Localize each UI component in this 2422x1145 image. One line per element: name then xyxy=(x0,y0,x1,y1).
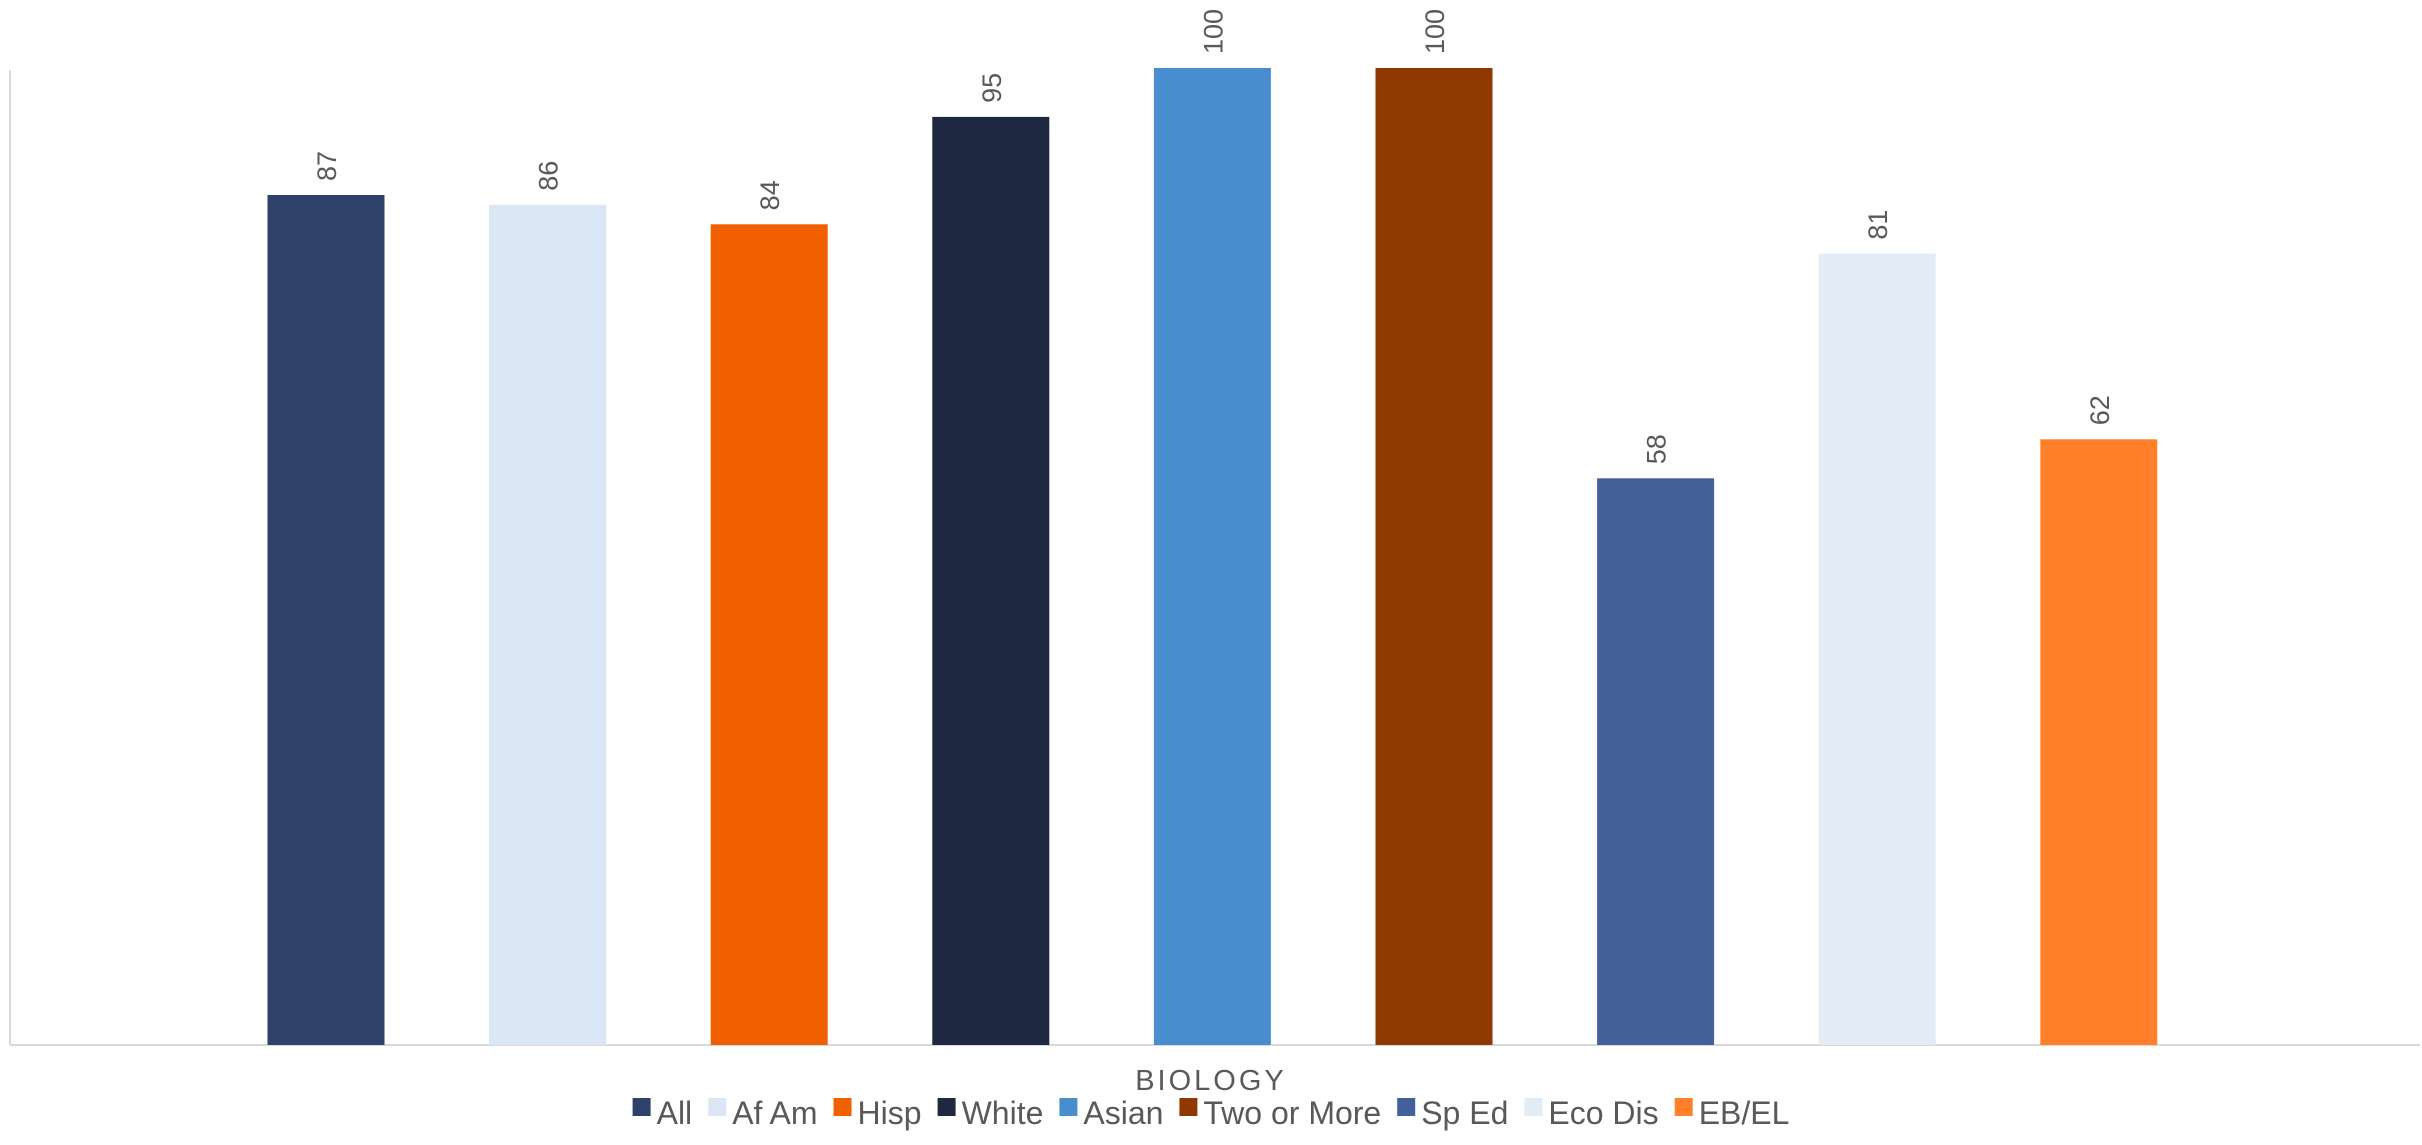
data-label-hisp: 84 xyxy=(755,180,785,210)
legend-swatch-eco-dis xyxy=(1524,1098,1543,1116)
data-label-white: 95 xyxy=(977,73,1007,103)
legend-item-af-am: Af Am xyxy=(708,1095,818,1131)
bar-all xyxy=(267,195,385,1045)
legend: All Af Am Hisp White Asian Two or More Sp Ed Ec… xyxy=(632,1095,1790,1131)
bar-asian xyxy=(1153,68,1271,1045)
legend-swatch-eb-el xyxy=(1674,1098,1693,1116)
legend-swatch-all xyxy=(632,1098,651,1116)
bar-eco-dis xyxy=(1818,253,1936,1046)
bar-eb-el xyxy=(2040,439,2158,1045)
legend-label-white: White xyxy=(962,1095,1044,1131)
legend-label-eco-dis: Eco Dis xyxy=(1548,1095,1658,1131)
legend-label-sp-ed: Sp Ed xyxy=(1421,1095,1508,1131)
data-label-eco-dis: 81 xyxy=(1863,210,1893,240)
data-label-sp-ed: 58 xyxy=(1642,434,1672,464)
legend-label-af-am: Af Am xyxy=(732,1095,817,1131)
data-label-all: 87 xyxy=(312,151,342,181)
plot-area: 87 86 84 95 100 100 58 81 62 xyxy=(9,9,2420,1046)
legend-swatch-sp-ed xyxy=(1397,1098,1416,1116)
category-label: BIOLOGY xyxy=(1135,1065,1287,1097)
legend-swatch-hisp xyxy=(833,1098,852,1116)
legend-item-white: White xyxy=(937,1095,1044,1131)
data-label-eb-el: 62 xyxy=(2085,395,2115,425)
legend-item-asian: Asian xyxy=(1059,1095,1163,1131)
legend-item-two-or-more: Two or More xyxy=(1179,1095,1381,1131)
legend-label-two-or-more: Two or More xyxy=(1203,1095,1381,1131)
bar-af-am xyxy=(489,204,607,1046)
bar-white xyxy=(932,116,1050,1045)
legend-swatch-white xyxy=(937,1098,956,1116)
legend-label-hisp: Hisp xyxy=(858,1095,922,1131)
legend-item-all: All xyxy=(632,1095,693,1131)
legend-swatch-asian xyxy=(1059,1098,1078,1116)
legend-item-eb-el: EB/EL xyxy=(1674,1095,1790,1131)
bars xyxy=(267,68,2158,1046)
legend-swatch-af-am xyxy=(708,1098,727,1116)
data-label-af-am: 86 xyxy=(534,161,564,191)
legend-item-eco-dis: Eco Dis xyxy=(1524,1095,1659,1131)
bar-sp-ed xyxy=(1597,478,1715,1045)
legend-swatch-two-or-more xyxy=(1179,1098,1198,1116)
bar-hisp xyxy=(710,224,828,1046)
bar-two-or-more xyxy=(1375,68,1493,1045)
legend-item-sp-ed: Sp Ed xyxy=(1397,1095,1508,1131)
legend-label-asian: Asian xyxy=(1083,1095,1163,1131)
legend-label-all: All xyxy=(657,1095,693,1131)
legend-item-hisp: Hisp xyxy=(833,1095,922,1131)
data-label-asian: 100 xyxy=(1198,9,1228,54)
legend-label-eb-el: EB/EL xyxy=(1699,1095,1790,1131)
data-label-two-or-more: 100 xyxy=(1420,9,1450,54)
data-labels: 87 86 84 95 100 100 58 81 62 xyxy=(312,9,2115,464)
